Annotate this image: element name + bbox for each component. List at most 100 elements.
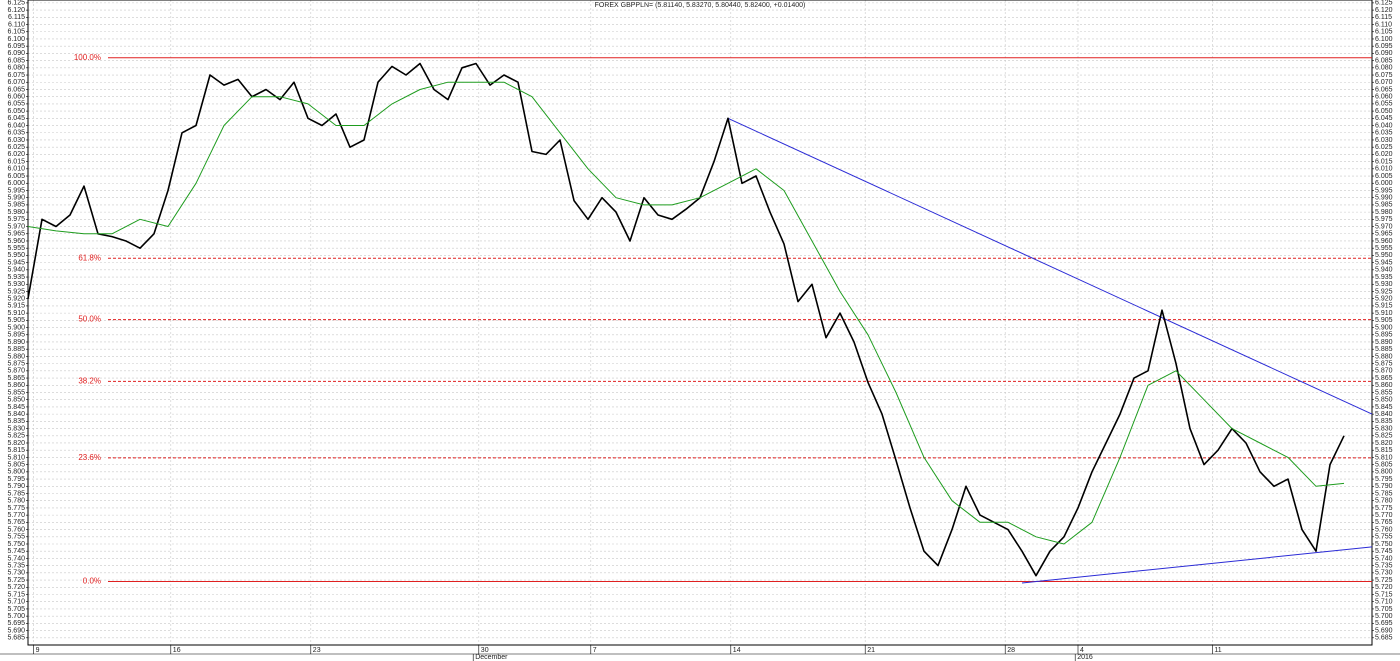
y-tick-label: 6.115: [1375, 14, 1392, 21]
y-tick-label: 5.925: [7, 288, 25, 295]
y-tick-label: 6.085: [1375, 57, 1393, 64]
y-tick-label: 5.720: [7, 584, 25, 591]
y-tick-label: 6.055: [7, 101, 25, 108]
y-tick-label: 5.810: [1375, 454, 1393, 461]
y-tick-label: 5.855: [1375, 389, 1393, 396]
y-tick-label: 6.000: [1375, 180, 1393, 187]
y-tick-label: 6.090: [7, 50, 25, 57]
y-tick-label: 5.890: [1375, 339, 1393, 346]
y-tick-label: 5.750: [7, 541, 25, 548]
y-tick-label: 6.105: [1375, 29, 1393, 36]
y-tick-label: 5.975: [7, 216, 25, 223]
y-tick-label: 5.740: [7, 555, 25, 562]
y-tick-label: 6.010: [7, 166, 25, 173]
y-tick-label: 5.755: [1375, 534, 1393, 541]
y-tick-label: 5.845: [7, 404, 25, 411]
y-tick-label: 5.800: [1375, 469, 1393, 476]
y-tick-label: 5.925: [1375, 288, 1393, 295]
x-tick-label: 11: [1214, 647, 1221, 654]
y-tick-label: 5.895: [1375, 332, 1393, 339]
y-tick-label: 5.860: [7, 382, 25, 389]
y-tick-label: 5.735: [1375, 562, 1393, 569]
y-tick-label: 6.025: [7, 144, 25, 151]
y-tick-label: 5.775: [1375, 505, 1393, 512]
y-tick-label: 5.820: [7, 440, 25, 447]
y-tick-label: 5.795: [1375, 476, 1393, 483]
y-tick-label: 5.750: [1375, 541, 1393, 548]
y-tick-label: 5.875: [1375, 360, 1393, 367]
y-tick-label: 6.035: [1375, 130, 1393, 137]
y-tick-label: 6.105: [7, 29, 25, 36]
y-tick-label: 5.710: [7, 599, 25, 606]
x-tick-label: 4: [1080, 647, 1084, 654]
fib-label: 100.0%: [74, 53, 101, 62]
y-tick-label: 5.835: [7, 418, 25, 425]
y-tick-label: 5.690: [7, 627, 25, 634]
y-tick-label: 5.930: [7, 281, 25, 288]
y-tick-label: 6.065: [1375, 86, 1393, 93]
y-tick-label: 5.945: [1375, 259, 1393, 266]
y-tick-label: 5.760: [1375, 526, 1393, 533]
x-tick-label: 16: [173, 647, 181, 654]
y-tick-label: 5.950: [1375, 252, 1393, 259]
y-tick-label: 5.715: [1375, 591, 1393, 598]
y-tick-label: 6.050: [1375, 108, 1393, 115]
y-tick-label: 6.015: [1375, 158, 1393, 165]
x-tick-label: 7: [593, 647, 597, 654]
price-line: [27, 62, 1345, 577]
y-tick-label: 5.910: [7, 310, 25, 317]
y-tick-label: 5.815: [7, 447, 25, 454]
y-tick-label: 6.095: [7, 43, 25, 50]
y-tick-label: 6.070: [7, 79, 25, 86]
y-tick-label: 6.005: [1375, 173, 1393, 180]
y-tick-label: 5.985: [1375, 202, 1393, 209]
y-tick-label: 6.010: [1375, 166, 1393, 173]
y-tick-label: 5.745: [7, 548, 25, 555]
y-tick-label: 5.890: [7, 339, 25, 346]
y-tick-label: 6.070: [1375, 79, 1393, 86]
y-tick-label: 6.125: [7, 0, 25, 7]
y-tick-label: 5.945: [7, 259, 25, 266]
y-tick-label: 6.115: [8, 14, 25, 21]
y-tick-label: 5.720: [1375, 584, 1393, 591]
y-tick-label: 5.685: [7, 635, 25, 642]
y-tick-label: 6.025: [1375, 144, 1393, 151]
y-tick-label: 5.710: [1375, 599, 1393, 606]
y-tick-label: 6.015: [7, 158, 25, 165]
y-tick-label: 5.850: [7, 397, 25, 404]
y-tick-label: 5.915: [1375, 303, 1393, 310]
y-tick-label: 5.810: [7, 454, 25, 461]
y-tick-label: 6.100: [7, 36, 25, 43]
price-line: [27, 81, 1345, 545]
fib-label: 61.8%: [78, 253, 101, 262]
y-tick-label: 5.930: [1375, 281, 1393, 288]
y-tick-label: 5.695: [1375, 620, 1393, 627]
y-tick-label: 5.990: [7, 195, 25, 202]
y-tick-label: 5.840: [1375, 411, 1393, 418]
plot-frame: [27, 0, 1373, 646]
y-tick-label: 5.990: [1375, 195, 1393, 202]
y-tick-label: 5.965: [1375, 231, 1393, 238]
y-tick-label: 5.840: [7, 411, 25, 418]
y-tick-label: 5.700: [1375, 613, 1393, 620]
y-tick-label: 5.780: [7, 498, 25, 505]
y-tick-label: 6.030: [1375, 137, 1393, 144]
y-tick-label: 6.110: [1375, 21, 1392, 28]
y-tick-label: 5.970: [7, 223, 25, 230]
y-tick-label: 5.905: [7, 317, 25, 324]
y-tick-label: 5.730: [7, 570, 25, 577]
y-tick-label: 5.785: [7, 490, 25, 497]
y-tick-label: 5.920: [7, 296, 25, 303]
y-tick-label: 6.075: [7, 72, 25, 79]
y-tick-label: 5.715: [7, 591, 25, 598]
y-tick-label: 5.905: [1375, 317, 1393, 324]
y-tick-label: 5.765: [7, 519, 25, 526]
y-tick-label: 5.935: [1375, 274, 1393, 281]
chart-title: FOREX GBPPLN= (5.81140, 5.83270, 5.80440…: [595, 2, 806, 9]
y-tick-label: 5.940: [7, 267, 25, 274]
y-tick-label: 5.980: [1375, 209, 1393, 216]
y-tick-label: 5.725: [7, 577, 25, 584]
y-tick-label: 5.775: [7, 505, 25, 512]
y-tick-label: 6.045: [7, 115, 25, 122]
y-tick-label: 5.980: [7, 209, 25, 216]
